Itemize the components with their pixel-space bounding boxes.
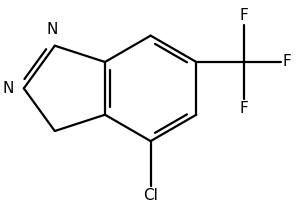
Text: Cl: Cl	[143, 188, 158, 203]
Text: N: N	[47, 22, 58, 37]
Text: F: F	[239, 101, 248, 116]
Text: F: F	[239, 8, 248, 23]
Text: F: F	[283, 54, 291, 69]
Text: N: N	[2, 81, 14, 96]
